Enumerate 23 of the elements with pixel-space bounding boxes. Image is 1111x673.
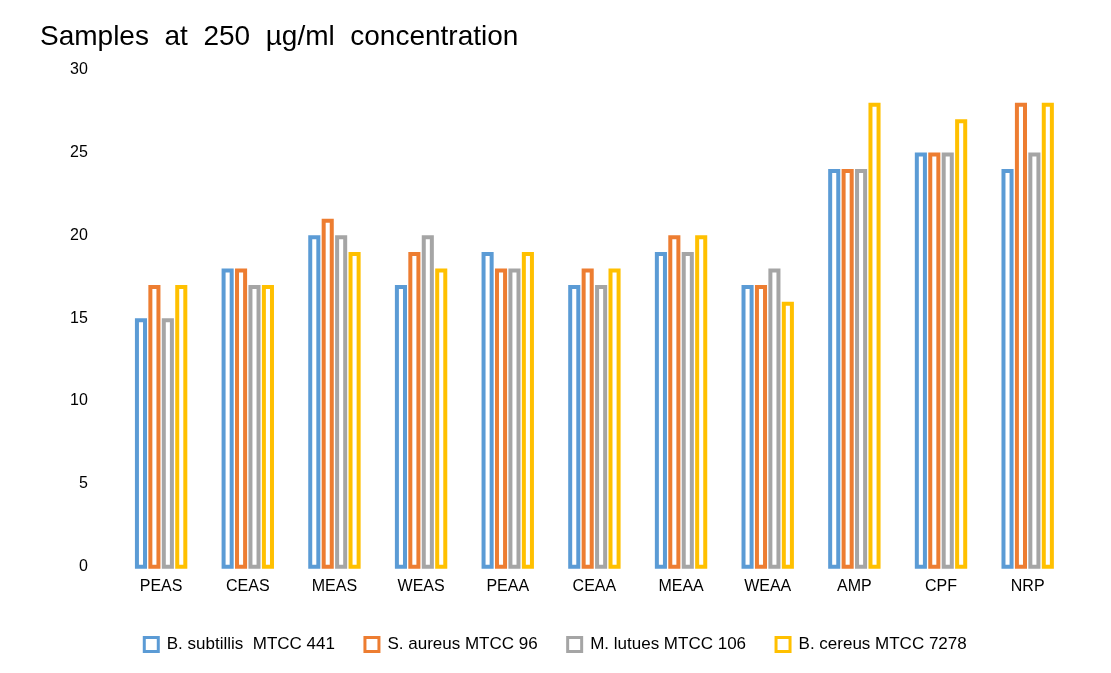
y-tick-label: 15 [70,308,88,326]
x-tick-label: CEAS [225,576,270,594]
x-tick-label: NRP [1010,576,1045,594]
x-tick-label: CPF [925,576,958,594]
y-tick-label: 20 [70,225,88,243]
legend-label: M. lutues MTCC 106 [590,634,747,654]
x-tick-label: WEAS [397,576,445,594]
legend-label: S. aureus MTCC 96 [387,634,538,654]
y-tick-label: 5 [78,474,88,492]
legend-label: B. subtillis MTCC 441 [166,634,335,654]
y-tick-label: 30 [70,60,88,78]
y-tick-label: 25 [70,142,88,160]
y-tick-label: 10 [70,391,88,409]
x-tick-label: AMP [837,576,872,594]
x-tick-label: WEAA [744,576,792,594]
x-tick-label: MEAA [658,576,705,594]
x-tick-label: PEAS [139,576,183,594]
legend-label: B. cereus MTCC 7278 [798,634,967,654]
chart-title: Samples at 250 µg/ml concentration [40,19,519,51]
x-tick-label: PEAA [486,576,530,594]
y-tick-label: 0 [78,557,88,575]
x-tick-label: MEAS [311,576,358,594]
x-tick-label: CEAA [572,576,617,594]
